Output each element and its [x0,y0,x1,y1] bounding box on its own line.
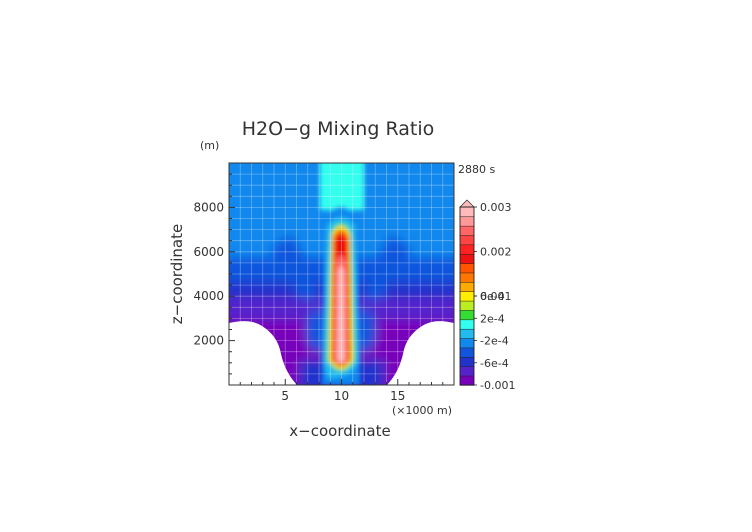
colorbar-swatch [459,300,475,311]
x-tick-label: 10 [334,389,349,403]
core-pink [337,266,345,362]
colorbar-swatch [459,225,475,236]
colorbar-swatch [459,337,475,349]
x-unit-label: (×1000 m) [392,404,452,417]
colorbar-swatch [459,347,475,358]
colorbar-swatch [459,366,475,377]
colorbar-label: 6e-4 [480,290,505,303]
colorbar-swatch [459,272,475,283]
downdraft-left [270,235,318,300]
colorbar-extend-arrow [459,199,475,208]
grid-lines [229,163,454,385]
colorbar-swatch [459,291,475,302]
contour-field [229,163,454,385]
colorbar-swatch [459,234,475,246]
colorbar-swatch [459,328,475,339]
dry-region-left [229,321,297,385]
colorbar-swatch [459,356,475,367]
colorbar-label: -6e-4 [480,357,509,370]
dry-region-right [387,321,454,385]
colorbar-swatch [459,244,475,255]
downdraft-right [364,235,412,300]
colorbar-swatch [459,375,475,386]
anvil-cyan [320,163,364,210]
x-axis: 5 10 15 [239,379,444,403]
colorbar-swatch [459,262,475,274]
colorbar-swatch [459,319,475,330]
colorbar-label: 0.003 [480,201,512,214]
y-axis: 2000 4000 6000 8000 [193,173,235,375]
colorbar-label: 2e-4 [480,312,505,325]
time-label: 2880 s [458,163,495,176]
x-tick-label: 5 [281,389,289,403]
colorbar-swatch [459,216,475,227]
x-tick-label: 15 [390,389,405,403]
y-tick-label: 2000 [193,334,224,348]
y-tick-label: 8000 [193,200,224,214]
y-axis-label: z−coordinate [168,224,186,324]
colorbar-swatch [459,206,475,218]
colorbar-label: 0.002 [480,246,512,259]
colorbar-label: 0.001 [480,290,512,303]
y-tick-label: 4000 [193,289,224,303]
y-tick-label: 6000 [193,245,224,259]
colorbar-swatch [459,253,475,264]
chart-title: H2O−g Mixing Ratio [242,118,434,140]
colorbar-swatch [459,309,475,321]
colorbar-swatch [459,281,475,292]
x-axis-label: x−coordinate [289,422,390,440]
colorbar-label: -2e-4 [480,335,509,348]
colorbar-label: -0.001 [480,379,515,392]
y-unit-label: (m) [200,139,219,152]
